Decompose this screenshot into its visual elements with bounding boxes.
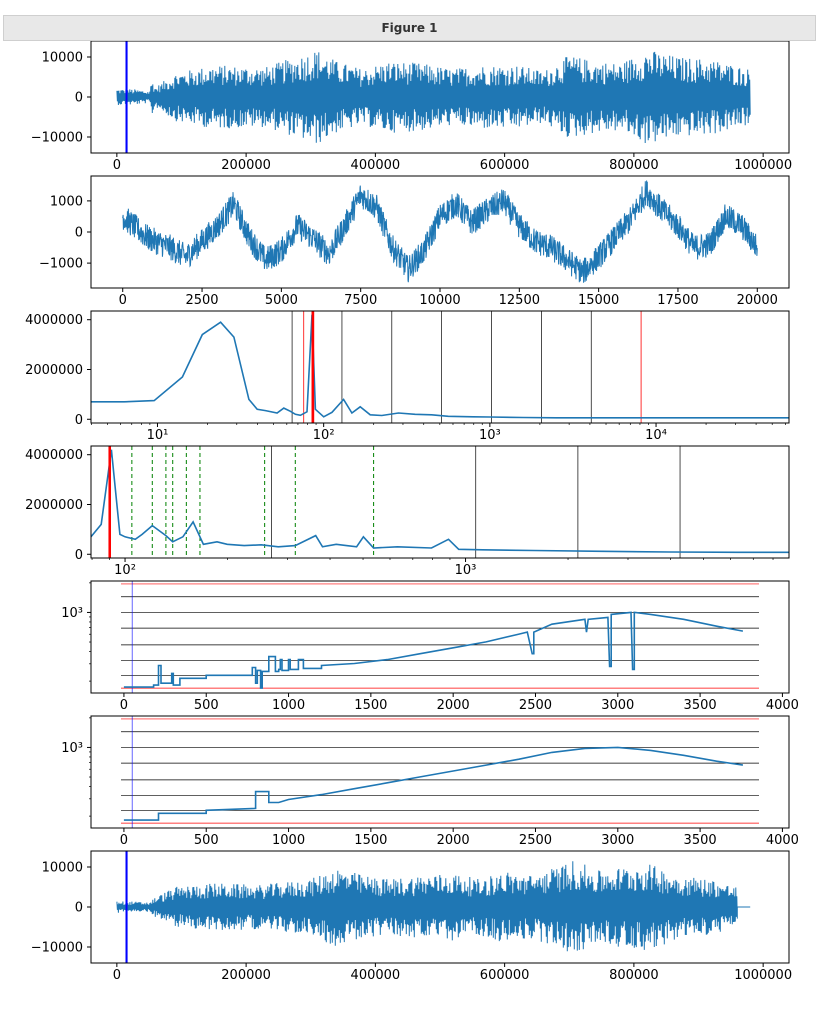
x-tick-label: 10⁴ <box>645 428 667 443</box>
window-title: Figure 1 <box>381 21 438 35</box>
plot-panel-p1[interactable]: 0 200000 400000 600000 800000 1000000 −10000 0 1… <box>31 40 792 173</box>
y-tick-label: −1000 <box>39 257 83 272</box>
x-tick-label: 600000 <box>480 158 530 173</box>
x-tick-label: 3000 <box>601 698 634 713</box>
plot-area-p7 <box>116 851 751 963</box>
x-tick-label: 10000 <box>419 293 460 308</box>
axes-frame-p6 <box>90 715 790 829</box>
x-tick-label: 10³ <box>479 428 501 443</box>
x-tick-label: 12500 <box>499 293 540 308</box>
plot-panel-p5[interactable]: 0 500 1000 1500 2000 2500 3000 3500 4000 10³ <box>61 580 799 713</box>
y-tick-label: 10³ <box>61 741 83 756</box>
series-line-p5 <box>123 611 744 689</box>
x-tick-label: 1500 <box>354 698 387 713</box>
series-line-p1 <box>116 51 751 144</box>
x-tick-label: 10³ <box>455 563 477 578</box>
y-tick-label: 4000000 <box>25 313 83 328</box>
y-tick-label: 1000 <box>50 194 83 209</box>
x-tick-label: 800000 <box>609 158 659 173</box>
plot-panel-p4[interactable]: 10² 10³ 0 2000000 4000000 <box>25 445 790 578</box>
x-tick-label: 400000 <box>351 158 401 173</box>
y-tick-label: 0 <box>75 413 83 428</box>
plot-panel-p3[interactable]: 10¹ 10² 10³ 10⁴ 0 2000000 4000000 <box>25 310 790 443</box>
series-line-p2 <box>122 180 758 283</box>
x-tick-label: 1000 <box>272 833 305 848</box>
x-tick-label: 17500 <box>657 293 698 308</box>
x-tick-label: 3500 <box>684 698 717 713</box>
plot-area-p6 <box>121 716 759 828</box>
axes-frame-p2 <box>90 175 790 289</box>
y-tick-label: 0 <box>75 548 83 563</box>
series-line-p7 <box>116 861 751 952</box>
figure-window-titlebar[interactable]: Figure 1 <box>3 15 816 41</box>
y-tick-label: 10³ <box>61 606 83 621</box>
x-tick-label: 0 <box>120 698 128 713</box>
y-tick-label: 4000000 <box>25 448 83 463</box>
y-tick-label: 2000000 <box>25 363 83 378</box>
y-tick-label: 10000 <box>42 861 83 876</box>
x-tick-label: 5000 <box>265 293 298 308</box>
x-tick-label: 2000 <box>437 833 470 848</box>
x-tick-label: 200000 <box>221 968 271 983</box>
axes-frame-p4 <box>90 445 790 559</box>
x-tick-label: 2000 <box>437 698 470 713</box>
axes-frame-p3 <box>90 310 790 424</box>
series-line-p6 <box>123 746 744 821</box>
plot-panel-p6[interactable]: 0 500 1000 1500 2000 2500 3000 3500 4000 10³ <box>61 715 799 848</box>
x-tick-label: 600000 <box>480 968 530 983</box>
plot-area-p2 <box>122 180 758 283</box>
y-tick-label: 10000 <box>42 51 83 66</box>
y-tick-label: 0 <box>75 901 83 916</box>
x-tick-label: 1000000 <box>734 158 792 173</box>
y-tick-label: 0 <box>75 226 83 241</box>
plot-area-p3 <box>91 311 789 423</box>
x-tick-label: 0 <box>119 293 127 308</box>
x-tick-label: 7500 <box>344 293 377 308</box>
x-tick-label: 10¹ <box>147 428 169 443</box>
axes-frame-p5 <box>90 580 790 694</box>
x-tick-label: 1000 <box>272 698 305 713</box>
x-tick-label: 3500 <box>684 833 717 848</box>
plot-panel-p7[interactable]: 0 200000 400000 600000 800000 1000000 −10000 0 1… <box>31 850 792 983</box>
x-tick-label: 0 <box>113 158 121 173</box>
x-tick-label: 200000 <box>221 158 271 173</box>
x-tick-label: 800000 <box>609 968 659 983</box>
plot-area-p1 <box>116 41 751 153</box>
x-tick-label: 500 <box>194 833 219 848</box>
x-tick-label: 0 <box>113 968 121 983</box>
x-tick-label: 4000 <box>766 833 799 848</box>
plot-panel-p2[interactable]: 0 2500 5000 7500 10000 12500 15000 17500 20000−1… <box>39 175 790 308</box>
x-tick-label: 3000 <box>601 833 634 848</box>
y-tick-label: 2000000 <box>25 498 83 513</box>
figure-canvas: 0 200000 400000 600000 800000 1000000 −10000 0 1… <box>0 40 816 1007</box>
x-tick-label: 1500 <box>354 833 387 848</box>
series-line-p4 <box>91 449 789 554</box>
x-tick-label: 20000 <box>737 293 778 308</box>
x-tick-label: 2500 <box>519 833 552 848</box>
x-tick-label: 4000 <box>766 698 799 713</box>
x-tick-label: 1000000 <box>734 968 792 983</box>
x-tick-label: 2500 <box>185 293 218 308</box>
y-tick-label: −10000 <box>31 941 83 956</box>
figure-svg: 0 200000 400000 600000 800000 1000000−1000001… <box>25 40 799 983</box>
x-tick-label: 0 <box>120 833 128 848</box>
plot-area-p4 <box>91 446 789 558</box>
x-tick-label: 15000 <box>578 293 619 308</box>
x-tick-label: 500 <box>194 698 219 713</box>
y-tick-label: 0 <box>75 91 83 106</box>
y-tick-label: −10000 <box>31 131 83 146</box>
x-tick-label: 400000 <box>351 968 401 983</box>
x-tick-label: 10² <box>313 428 335 443</box>
x-tick-label: 2500 <box>519 698 552 713</box>
x-tick-label: 10² <box>114 563 136 578</box>
series-line-p3 <box>91 314 789 419</box>
plot-area-p5 <box>121 581 759 693</box>
